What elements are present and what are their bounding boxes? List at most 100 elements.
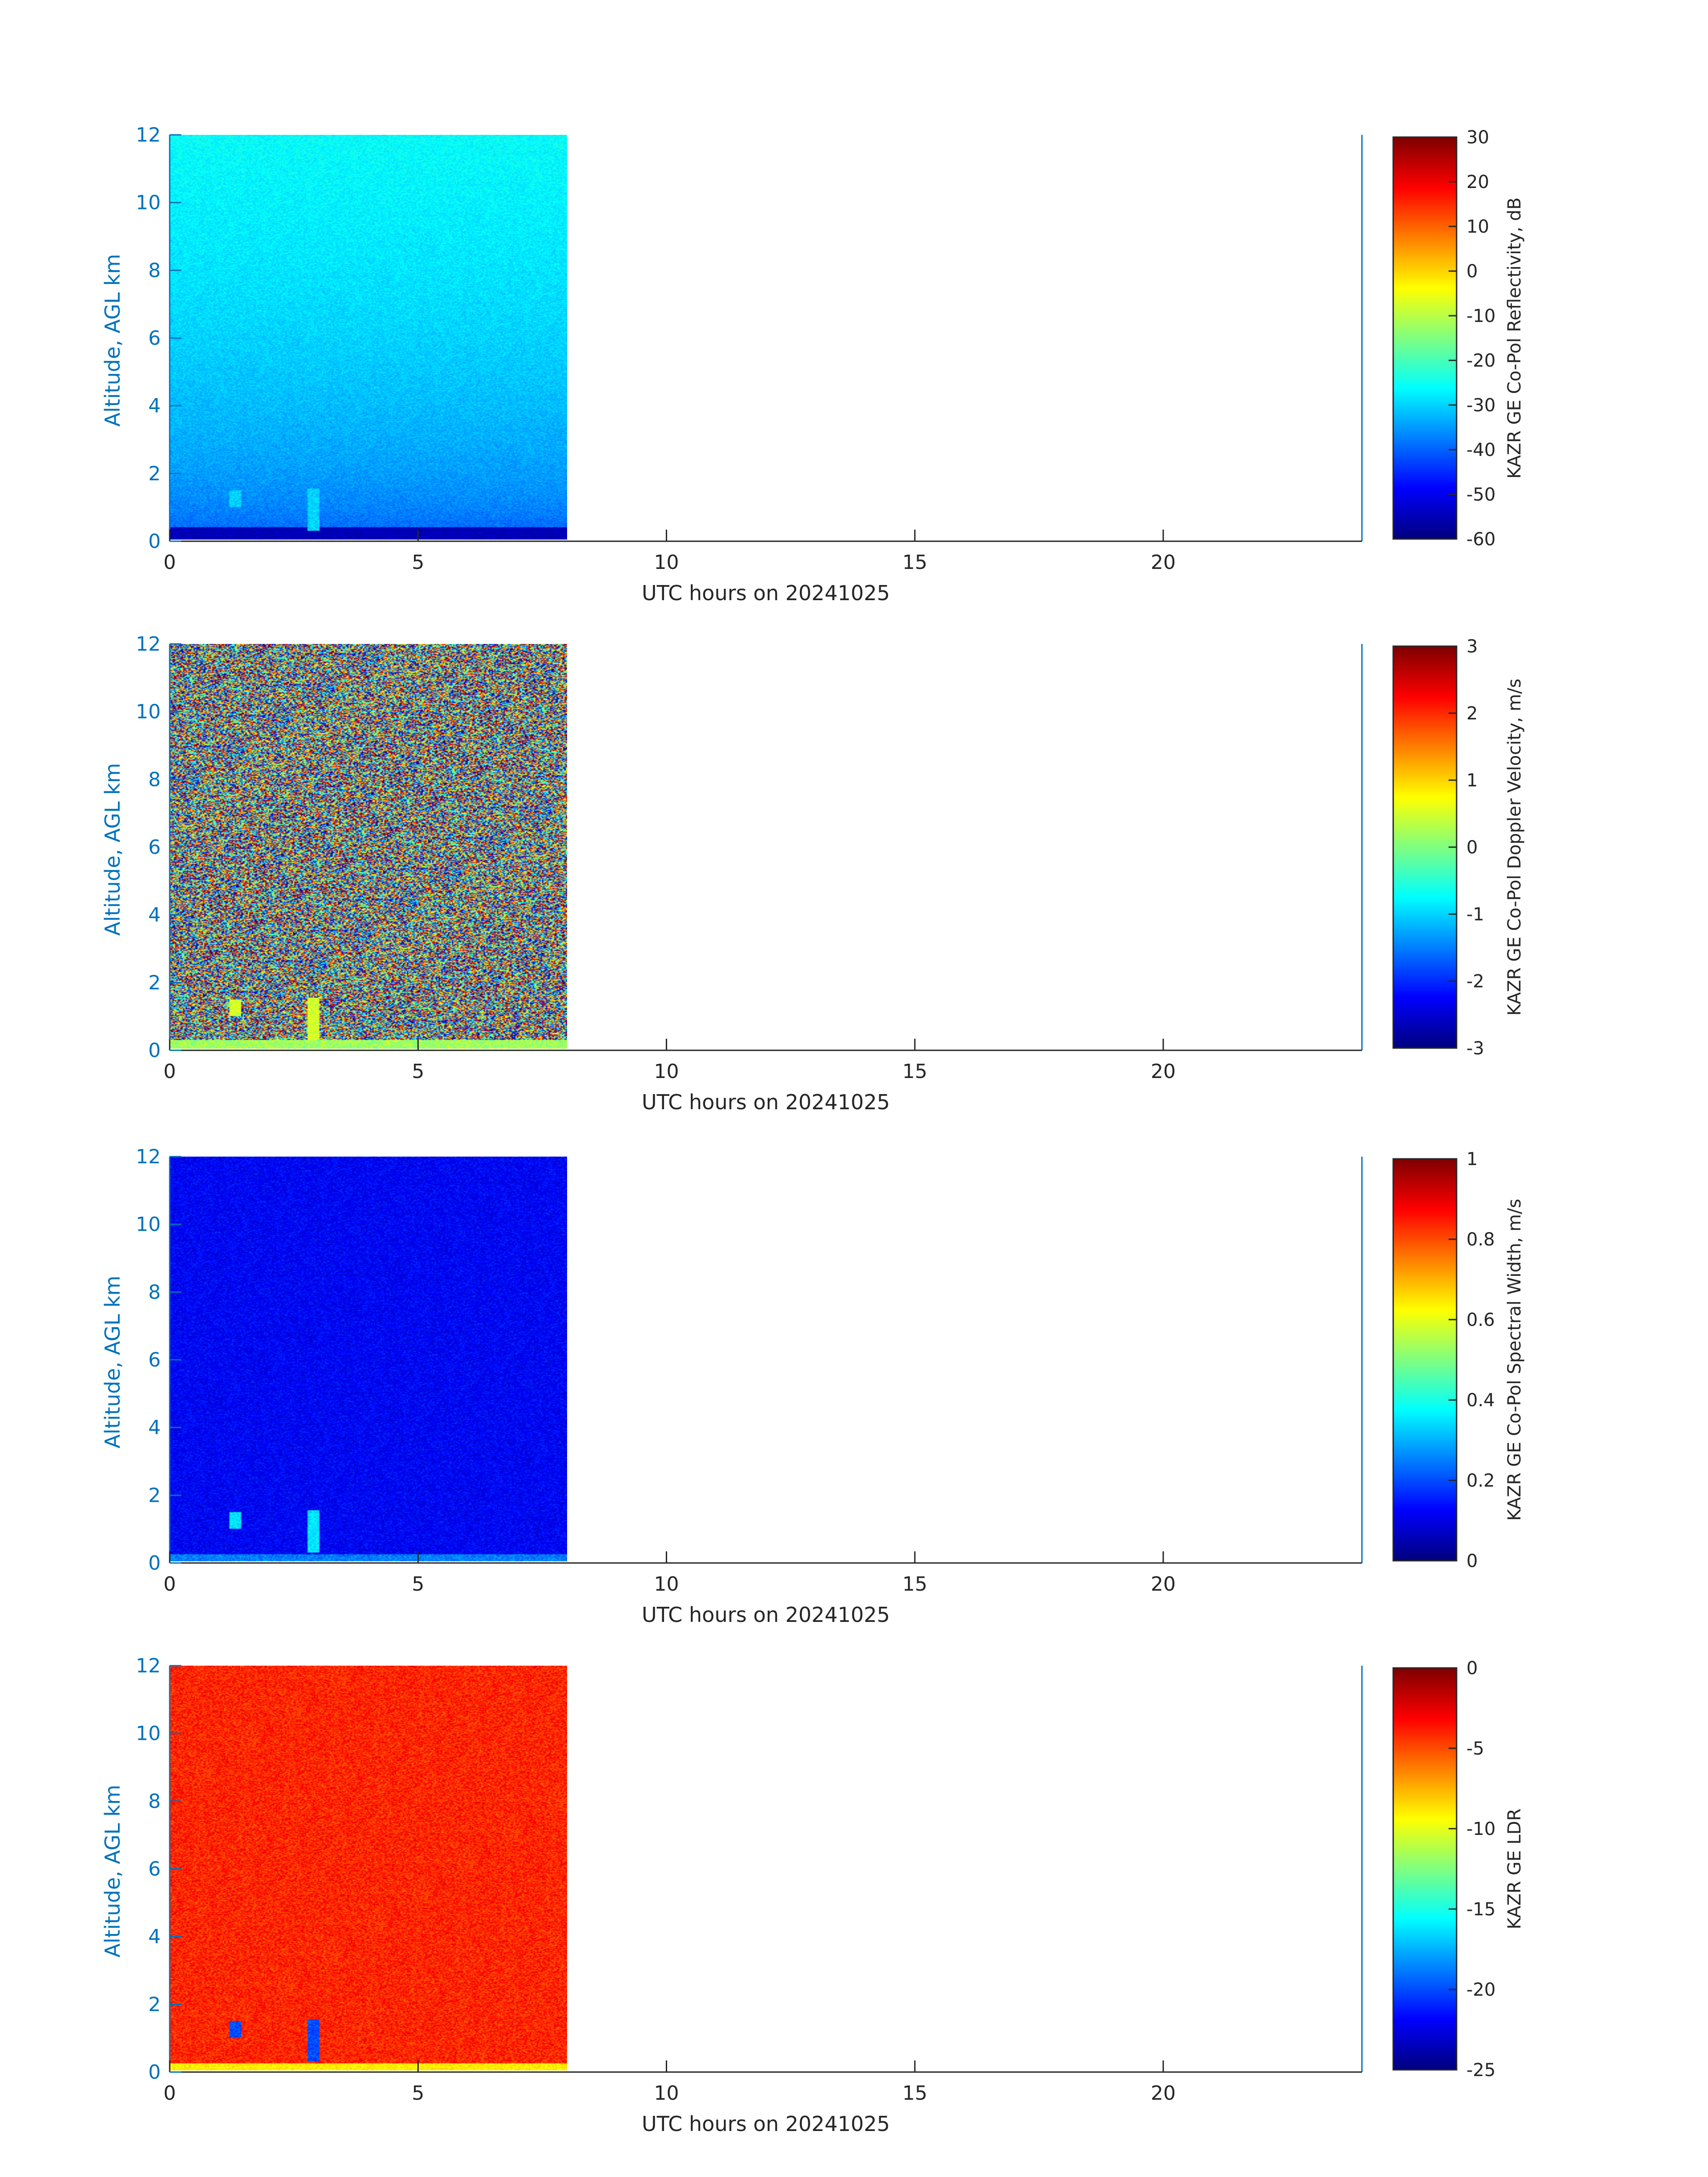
y-tick-label: 0 [148, 1552, 161, 1575]
y-tick-label: 2 [148, 1484, 161, 1507]
colorbar-tick-label: -20 [1466, 351, 1495, 371]
y-axis-label: Altitude, AGL km [100, 254, 125, 426]
colorbar-tick-label: 1 [1466, 770, 1478, 791]
y-axis-label: Altitude, AGL km [100, 1275, 125, 1448]
panel-4: 0 5 10 15 20 0 2 4 6 8 10 12 UTC hours on 20241025 Al… [100, 1655, 1525, 2136]
y-tick-label: 0 [148, 2061, 161, 2084]
colorbar-tick-label: 0 [1466, 261, 1478, 282]
y-tick-label: 0 [148, 530, 161, 553]
y-tick-label: 12 [136, 1145, 161, 1168]
x-tick-label: 20 [1151, 1060, 1176, 1083]
colorbar-label: KAZR GE Co-Pol Spectral Width, m/s [1504, 1199, 1525, 1521]
colorbar-tick-label: 0.4 [1466, 1390, 1495, 1411]
x-axis-label: UTC hours on 20241025 [642, 2112, 890, 2136]
y-tick-label: 8 [148, 1281, 161, 1304]
y-tick-label: 8 [148, 1790, 161, 1813]
panel-1: 0 5 10 15 20 0 2 4 6 8 10 12 UTC hours on 20241025 Al… [100, 124, 1525, 605]
x-tick-label: 15 [902, 551, 927, 574]
colorbar-gradient [1393, 1668, 1457, 2070]
colorbar-tick-label: -2 [1466, 971, 1484, 992]
x-tick-label: 20 [1151, 2082, 1176, 2105]
colorbar-tick-label: 0.8 [1466, 1229, 1495, 1250]
y-tick-label: 4 [148, 904, 161, 927]
y-tick-label: 6 [148, 1349, 161, 1371]
y-tick-label: 2 [148, 971, 161, 994]
x-tick-label: 0 [163, 1573, 176, 1596]
colorbar-tick-label: 0.2 [1466, 1471, 1495, 1491]
y-tick-label: 12 [136, 1655, 161, 1677]
y-tick-label: 6 [148, 836, 161, 859]
colorbar-tick-label: -50 [1466, 485, 1495, 505]
y-tick-label: 10 [136, 192, 161, 214]
y-tick-label: 6 [148, 1858, 161, 1880]
colorbar-tick-label: 0.6 [1466, 1310, 1495, 1330]
colorbar-frame [1392, 1667, 1457, 2071]
x-tick-label: 15 [902, 1573, 927, 1596]
colorbar-tick-label: -40 [1466, 440, 1495, 460]
heatmap-data [170, 1666, 567, 2071]
colorbar-tick-label: 0 [1466, 1551, 1478, 1571]
colorbar-tick-label: -10 [1466, 1819, 1495, 1839]
x-tick-label: 15 [902, 2082, 927, 2105]
heatmap-data [170, 1157, 567, 1562]
x-tick-label: 0 [163, 1060, 176, 1083]
x-tick-label: 5 [412, 1060, 424, 1083]
heatmap-data [170, 644, 567, 1049]
x-tick-label: 0 [163, 551, 176, 574]
colorbar-gradient [1393, 646, 1457, 1048]
y-tick-label: 8 [148, 259, 161, 282]
colorbar-label: KAZR GE Co-Pol Doppler Velocity, m/s [1504, 679, 1525, 1016]
x-tick-label: 5 [412, 2082, 424, 2105]
colorbar-frame [1392, 1158, 1457, 1562]
colorbar-tick-label: -3 [1466, 1038, 1484, 1059]
y-tick-label: 2 [148, 1993, 161, 2016]
x-tick-label: 20 [1151, 551, 1176, 574]
colorbar-gradient [1393, 137, 1457, 539]
heatmap-data [170, 135, 567, 540]
x-tick-label: 5 [412, 551, 424, 574]
colorbar-tick-label: -1 [1466, 904, 1484, 925]
colorbar-frame [1392, 136, 1457, 540]
colorbar-tick-label: 3 [1466, 636, 1478, 657]
colorbar-tick-label: 0 [1466, 1658, 1478, 1679]
y-tick-label: 4 [148, 1926, 161, 1948]
y-tick-label: 8 [148, 768, 161, 791]
colorbar-gradient [1393, 1159, 1457, 1561]
colorbar-tick-label: 1 [1466, 1149, 1478, 1170]
colorbar-label: KAZR GE LDR [1504, 1809, 1525, 1930]
x-tick-label: 10 [654, 551, 679, 574]
colorbar-tick-label: 0 [1466, 837, 1478, 858]
y-tick-label: 6 [148, 327, 161, 350]
y-tick-label: 12 [136, 633, 161, 656]
colorbar-tick-label: -60 [1466, 529, 1495, 550]
colorbar-label: KAZR GE Co-Pol Reflectivity, dB [1504, 197, 1525, 479]
y-tick-label: 10 [136, 701, 161, 723]
y-tick-label: 10 [136, 1213, 161, 1236]
colorbar-tick-label: -20 [1466, 1980, 1495, 2000]
x-axis-label: UTC hours on 20241025 [642, 1603, 890, 1627]
y-tick-label: 10 [136, 1722, 161, 1745]
y-tick-label: 12 [136, 124, 161, 146]
y-tick-label: 4 [148, 1417, 161, 1439]
y-tick-label: 4 [148, 395, 161, 418]
colorbar-tick-label: -15 [1466, 1899, 1495, 1920]
colorbar-tick-label: -25 [1466, 2060, 1495, 2081]
y-axis-label: Altitude, AGL km [100, 763, 125, 936]
y-axis-label: Altitude, AGL km [100, 1784, 125, 1957]
x-tick-label: 10 [654, 1573, 679, 1596]
y-tick-label: 2 [148, 462, 161, 485]
x-axis-label: UTC hours on 20241025 [642, 581, 890, 605]
colorbar-tick-label: 10 [1466, 217, 1489, 237]
colorbar-tick-label: 20 [1466, 172, 1489, 192]
colorbar-tick-label: -10 [1466, 306, 1495, 326]
colorbar-tick-label: -5 [1466, 1738, 1484, 1759]
x-tick-label: 15 [902, 1060, 927, 1083]
colorbar-tick-label: 30 [1466, 127, 1489, 148]
x-axis-label: UTC hours on 20241025 [642, 1090, 890, 1114]
x-tick-label: 5 [412, 1573, 424, 1596]
x-tick-label: 10 [654, 1060, 679, 1083]
y-tick-label: 0 [148, 1039, 161, 1062]
